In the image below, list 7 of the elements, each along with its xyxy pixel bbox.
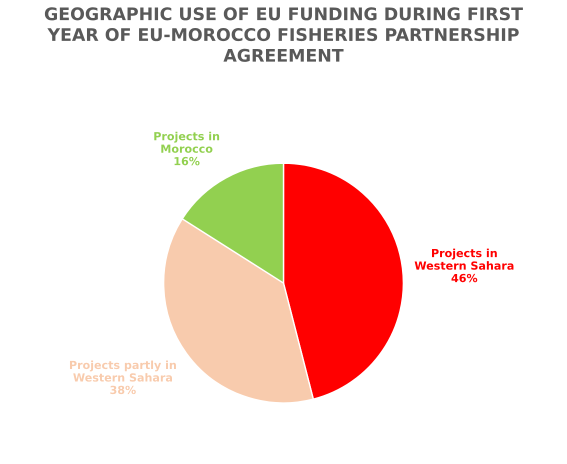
- data-label: 38%: [110, 386, 136, 394]
- slice-label: Projects in Western Sahara: [414, 248, 514, 270]
- slice-label: Projects in Morocco: [154, 132, 220, 153]
- slice-label: Projects partly in Western Sahara: [70, 360, 176, 382]
- chart-title: GEOGRAPHIC USE OF EU FUNDING DURING FIRST YEAR OF EU-MOROCCO FISHERIES PARTNERSHIP AGREEMENT: [44, 7, 523, 62]
- data-label: 16%: [174, 156, 200, 166]
- data-label: 46%: [452, 274, 478, 282]
